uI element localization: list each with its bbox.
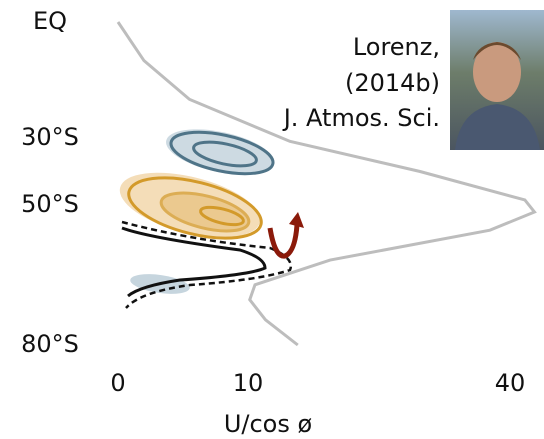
x-tick-label: 40 bbox=[495, 369, 526, 397]
y-tick-label: 30°S bbox=[21, 123, 79, 151]
x-tick-label: 10 bbox=[233, 369, 264, 397]
photo bbox=[450, 10, 544, 150]
y-tick-label: EQ bbox=[33, 7, 67, 35]
x-axis-label: U/cos ø bbox=[224, 410, 312, 438]
x-tick-label: 0 bbox=[110, 369, 125, 397]
annotation: Lorenz, bbox=[353, 33, 440, 61]
y-tick-label: 80°S bbox=[21, 330, 79, 358]
annotation: J. Atmos. Sci. bbox=[282, 104, 440, 132]
annotation: (2014b) bbox=[345, 69, 440, 97]
y-tick-label: 50°S bbox=[21, 190, 79, 218]
chart: U/cos ø Lorenz, (2014b) J. Atmos. Sci. 0… bbox=[0, 0, 544, 439]
contours bbox=[113, 121, 304, 308]
